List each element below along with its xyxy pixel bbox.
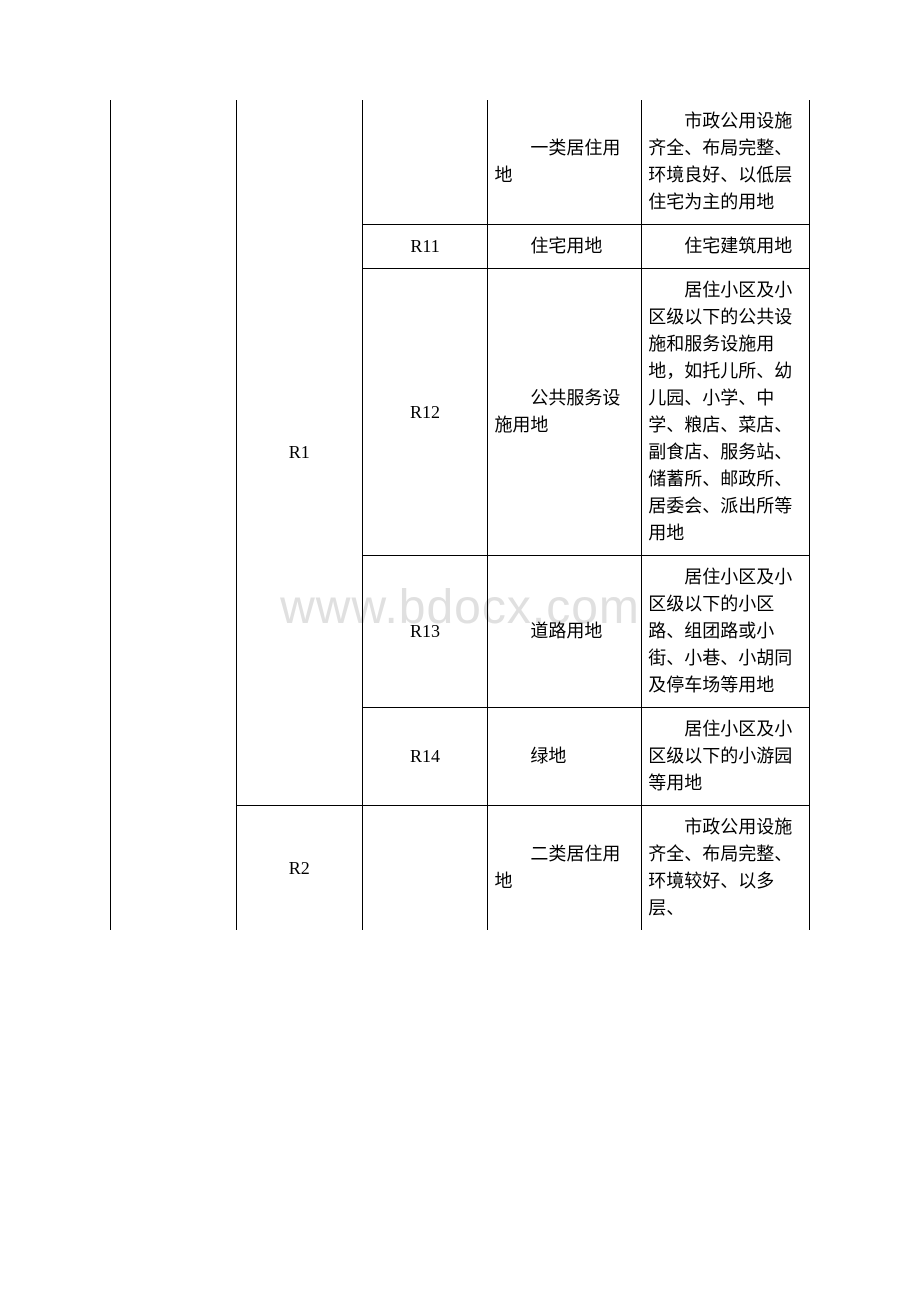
cell-blank: [111, 100, 237, 930]
cell-name: 公共服务设施用地: [488, 269, 642, 556]
cell-desc: 居住小区及小区级以下的小游园等用地: [642, 708, 810, 806]
cell-subcode: [362, 806, 488, 931]
cell-subcode: R14: [362, 708, 488, 806]
cell-subcode: R11: [362, 225, 488, 269]
cell-desc: 居住小区及小区级以下的小区路、组团路或小街、小巷、小胡同及停车场等用地: [642, 556, 810, 708]
table-row: R1 一类居住用地 市政公用设施齐全、布局完整、环境良好、以低层住宅为主的用地: [111, 100, 810, 225]
cell-name: 道路用地: [488, 556, 642, 708]
cell-subcode: R12: [362, 269, 488, 556]
cell-name: 住宅用地: [488, 225, 642, 269]
cell-desc: 住宅建筑用地: [642, 225, 810, 269]
cell-name: 绿地: [488, 708, 642, 806]
cell-name: 一类居住用地: [488, 100, 642, 225]
cell-desc: 居住小区及小区级以下的公共设施和服务设施用地，如托儿所、幼儿园、小学、中学、粮店…: [642, 269, 810, 556]
cell-name: 二类居住用地: [488, 806, 642, 931]
land-use-table: R1 一类居住用地 市政公用设施齐全、布局完整、环境良好、以低层住宅为主的用地 …: [110, 100, 810, 930]
cell-code: R1: [236, 100, 362, 806]
cell-code: R2: [236, 806, 362, 931]
cell-subcode: R13: [362, 556, 488, 708]
cell-subcode: [362, 100, 488, 225]
cell-desc: 市政公用设施齐全、布局完整、环境良好、以低层住宅为主的用地: [642, 100, 810, 225]
cell-desc: 市政公用设施齐全、布局完整、环境较好、以多层、: [642, 806, 810, 931]
